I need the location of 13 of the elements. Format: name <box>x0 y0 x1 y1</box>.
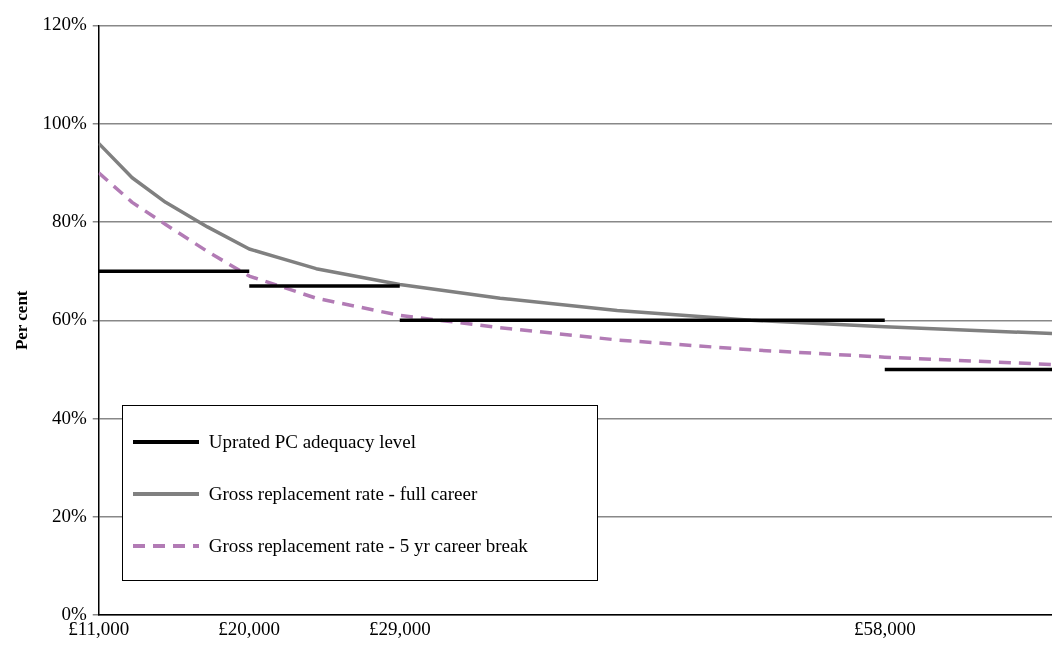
y-tick-label: 100% <box>42 111 87 133</box>
x-tick-label: £20,000 <box>218 617 281 639</box>
y-tick-label: 80% <box>51 209 87 231</box>
x-tick-label: £29,000 <box>368 617 431 639</box>
legend-label: Uprated PC adequacy level <box>208 431 417 454</box>
y-tick-label: 60% <box>51 308 87 330</box>
x-tick-label: £58,000 <box>853 617 916 639</box>
y-axis-title: Per cent <box>11 290 31 351</box>
legend-label: Gross replacement rate - 5 yr career break <box>208 535 528 558</box>
y-tick-label: 20% <box>51 504 87 526</box>
legend-label: Gross replacement rate - full career <box>208 483 478 506</box>
y-tick-label: 40% <box>51 406 87 428</box>
y-tick-label: 120% <box>42 13 87 35</box>
